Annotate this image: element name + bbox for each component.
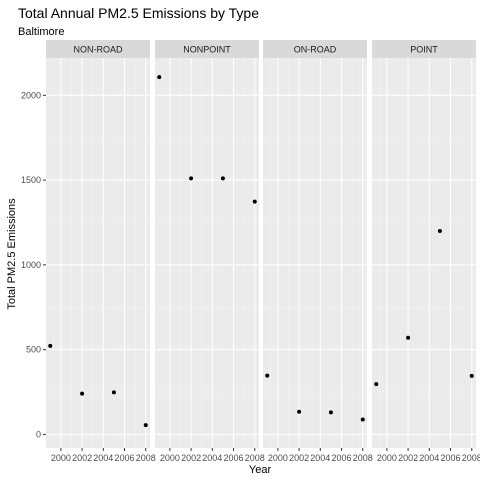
- panel-background: [263, 58, 367, 448]
- y-axis-title: Total PM2.5 Emissions: [6, 198, 18, 310]
- data-point: [470, 374, 474, 378]
- x-tick-label: 2008: [353, 453, 373, 463]
- x-tick-label: 2006: [115, 453, 135, 463]
- x-tick-label: 2004: [419, 453, 439, 463]
- x-tick-label: 2000: [51, 453, 71, 463]
- x-tick-label: 2004: [93, 453, 113, 463]
- x-tick-label: 2002: [181, 453, 201, 463]
- y-tick-label: 2000: [21, 90, 41, 100]
- chart-title: Total Annual PM2.5 Emissions by Type: [18, 5, 259, 21]
- facet-panel: POINT 2000 2002 2004 2006 2008: [372, 40, 480, 463]
- y-tick-label: 0: [36, 429, 41, 439]
- data-point: [253, 200, 257, 204]
- x-tick-label: 2004: [310, 453, 330, 463]
- data-point: [189, 176, 193, 180]
- x-tick-label: 2004: [202, 453, 222, 463]
- panel-background: [155, 58, 259, 448]
- x-tick-label: 2008: [136, 453, 156, 463]
- data-point: [48, 344, 52, 348]
- data-point: [112, 390, 116, 394]
- facet-panel: ON-ROAD 2000 2002 2004 2006 2008: [263, 40, 373, 463]
- x-tick-label: 2006: [332, 453, 352, 463]
- data-point: [157, 75, 161, 79]
- facet-panel: NON-ROAD 2000 2002 2004 2006 2008: [46, 40, 156, 463]
- panel-background: [46, 58, 150, 448]
- facet-strip-label: POINT: [410, 45, 438, 55]
- x-tick-label: 2000: [377, 453, 397, 463]
- facet-panel: NONPOINT 2000 2002 2004 2006 2008: [155, 40, 265, 463]
- x-tick-label: 2008: [462, 453, 480, 463]
- x-tick-label: 2000: [160, 453, 180, 463]
- x-tick-label: 2006: [224, 453, 244, 463]
- data-point: [297, 410, 301, 414]
- y-axis: 0 500 1000 1500 2000: [21, 90, 46, 439]
- data-point: [265, 374, 269, 378]
- panel-background: [372, 58, 476, 448]
- facet-strip-label: NON-ROAD: [74, 45, 123, 55]
- data-point: [406, 336, 410, 340]
- x-tick-label: 2006: [441, 453, 461, 463]
- x-axis-title: Year: [249, 464, 272, 476]
- y-tick-label: 1000: [21, 260, 41, 270]
- x-tick-label: 2000: [268, 453, 288, 463]
- data-point: [438, 229, 442, 233]
- data-point: [221, 176, 225, 180]
- data-point: [361, 418, 365, 422]
- x-tick-label: 2002: [289, 453, 309, 463]
- y-tick-label: 500: [26, 345, 41, 355]
- x-tick-label: 2002: [72, 453, 92, 463]
- data-point: [80, 392, 84, 396]
- chart-subtitle: Baltimore: [18, 26, 64, 38]
- data-point: [329, 410, 333, 414]
- x-tick-label: 2002: [398, 453, 418, 463]
- x-tick-label: 2008: [245, 453, 265, 463]
- y-tick-label: 1500: [21, 175, 41, 185]
- data-point: [144, 423, 148, 427]
- data-point: [374, 382, 378, 386]
- facet-strip-label: ON-ROAD: [294, 45, 337, 55]
- facet-strip-label: NONPOINT: [183, 45, 231, 55]
